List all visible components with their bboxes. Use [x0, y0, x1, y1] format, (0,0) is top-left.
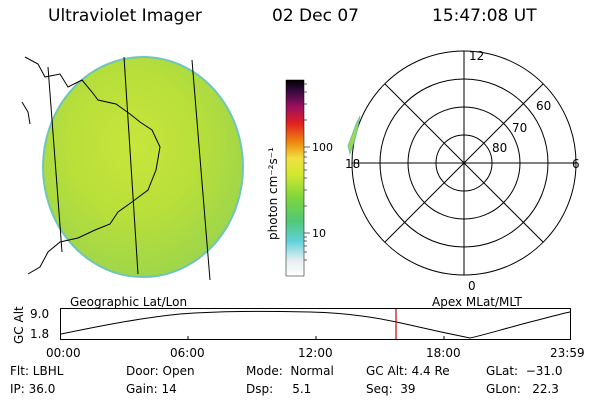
mlt-label-18: 18: [345, 157, 360, 171]
date-label: 02 Dec 07: [272, 6, 359, 26]
altitude-ytick: 1.8: [30, 327, 50, 341]
colorbar-tick-label: 100: [312, 141, 333, 154]
filter-readout: Flt: LBHL: [10, 364, 64, 378]
gain-readout: Gain: 14: [126, 382, 177, 396]
colorbar: 100 10: [285, 79, 333, 277]
coastline: [24, 56, 161, 275]
seq-readout: Seq: 39: [366, 382, 416, 396]
gc-alt-readout: GC Alt: 4.4 Re: [366, 364, 450, 378]
time-tick: 00:00: [46, 346, 81, 360]
lat-label-80: 80: [492, 141, 507, 155]
time-tick: 23:59: [550, 346, 585, 360]
lat-label-60: 60: [536, 99, 551, 113]
earth-disk: [42, 56, 244, 278]
right-panel-title: Apex MLat/MLT: [432, 295, 522, 309]
meridian-line: [123, 56, 139, 275]
altitude-curve: [60, 310, 571, 339]
mlt-label-6: 6: [572, 157, 580, 171]
time-tick: 12:00: [298, 346, 333, 360]
instrument-title: Ultraviolet Imager: [48, 6, 202, 26]
door-readout: Door: Open: [126, 364, 195, 378]
mlt-label-12: 12: [469, 49, 484, 63]
aurora-patch: [347, 115, 361, 156]
time-label: 15:47:08 UT: [432, 6, 537, 26]
altitude-plot: [60, 308, 571, 340]
time-tick: 06:00: [170, 346, 205, 360]
glat-readout: GLat: −31.0: [486, 364, 563, 378]
meridian-line: [47, 66, 63, 253]
mlt-label-0: 0: [468, 279, 476, 293]
dsp-readout: Dsp: 5.1: [246, 382, 312, 396]
time-tick: 18:00: [426, 346, 461, 360]
altitude-ytick: 9.0: [30, 307, 50, 321]
geographic-image: [21, 56, 244, 281]
meridian-line: [191, 59, 211, 281]
altitude-ylabel: GC Alt: [12, 306, 26, 344]
colorbar-unit-label: photon cm⁻²s⁻¹: [266, 147, 280, 240]
lat-label-70: 70: [512, 121, 527, 135]
colorbar-tick-label: 10: [312, 227, 326, 240]
polar-plot: 12 18 6 0 60 70 80: [345, 49, 580, 293]
glon-readout: GLon: 22.3: [486, 382, 559, 396]
left-panel-title: Geographic Lat/Lon: [70, 295, 188, 309]
ip-readout: IP: 36.0: [10, 382, 56, 396]
mode-readout: Mode: Normal: [246, 364, 334, 378]
